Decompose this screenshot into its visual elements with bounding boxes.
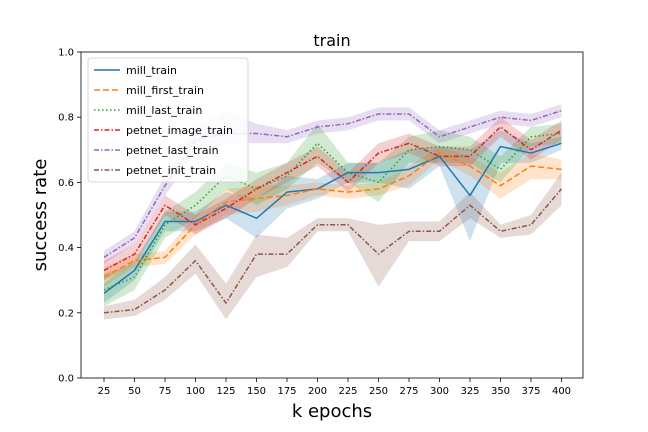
legend-label-mill_last_train: mill_last_train xyxy=(126,104,202,117)
band-petnet_image_train xyxy=(104,117,562,281)
x-tick-label: 175 xyxy=(277,386,296,397)
x-tick-label: 225 xyxy=(338,386,357,397)
y-tick-label: 1.0 xyxy=(58,48,74,59)
band-mill_last_train xyxy=(104,123,562,307)
chart-title: train xyxy=(313,31,350,50)
x-tick-label: 250 xyxy=(369,386,388,397)
y-tick-label: 0.4 xyxy=(58,243,74,254)
x-tick-label: 75 xyxy=(159,386,172,397)
legend: mill_train mill_first_train mill_last_trai… xyxy=(87,57,249,183)
series-lines xyxy=(103,109,563,314)
series-line-mill_train xyxy=(103,142,562,294)
legend-label-petnet_last_train: petnet_last_train xyxy=(126,144,219,157)
x-tick-label: 125 xyxy=(216,386,235,397)
x-tick-label: 200 xyxy=(308,386,327,397)
x-tick-label: 400 xyxy=(552,386,571,397)
x-tick-label: 150 xyxy=(247,386,266,397)
y-axis-title: success rate xyxy=(30,159,51,272)
series-line-petnet_image_train xyxy=(103,126,562,272)
band-mill_first_train xyxy=(104,146,562,287)
y-tick-label: 0.6 xyxy=(58,178,74,189)
legend-label-mill_first_train: mill_first_train xyxy=(126,84,204,97)
x-tick-label: 350 xyxy=(491,386,510,397)
x-tick-label: 100 xyxy=(186,386,205,397)
x-tick-label: 25 xyxy=(98,386,111,397)
x-axis-ticks: 25 50 75 100 125 150 175 200 225 250 275 300 325 350 3… xyxy=(98,378,571,397)
y-tick-label: 0.2 xyxy=(58,308,74,319)
legend-label-mill_train: mill_train xyxy=(126,64,177,77)
x-tick-label: 275 xyxy=(399,386,418,397)
band-mill_train xyxy=(104,130,562,304)
y-tick-label: 0.8 xyxy=(58,113,74,124)
y-tick-label: 0.0 xyxy=(58,374,74,385)
y-axis-ticks: 0.0 0.2 0.4 0.6 0.8 1.0 xyxy=(58,48,81,385)
legend-box xyxy=(87,57,249,183)
series-line-petnet_init_train xyxy=(103,188,563,314)
x-tick-label: 325 xyxy=(460,386,479,397)
series-line-mill_last_train xyxy=(103,132,562,291)
x-tick-label: 375 xyxy=(521,386,540,397)
series-line-petnet_last_train xyxy=(103,109,562,259)
series-line-mill_first_train xyxy=(103,152,562,278)
x-tick-label: 300 xyxy=(430,386,449,397)
x-axis-title: k epochs xyxy=(292,401,372,422)
legend-label-petnet_init_train: petnet_init_train xyxy=(126,164,216,177)
x-tick-label: 50 xyxy=(128,386,141,397)
plot-frame xyxy=(80,51,584,379)
legend-label-petnet_image_train: petnet_image_train xyxy=(126,124,233,137)
band-petnet_init_train xyxy=(104,172,562,320)
